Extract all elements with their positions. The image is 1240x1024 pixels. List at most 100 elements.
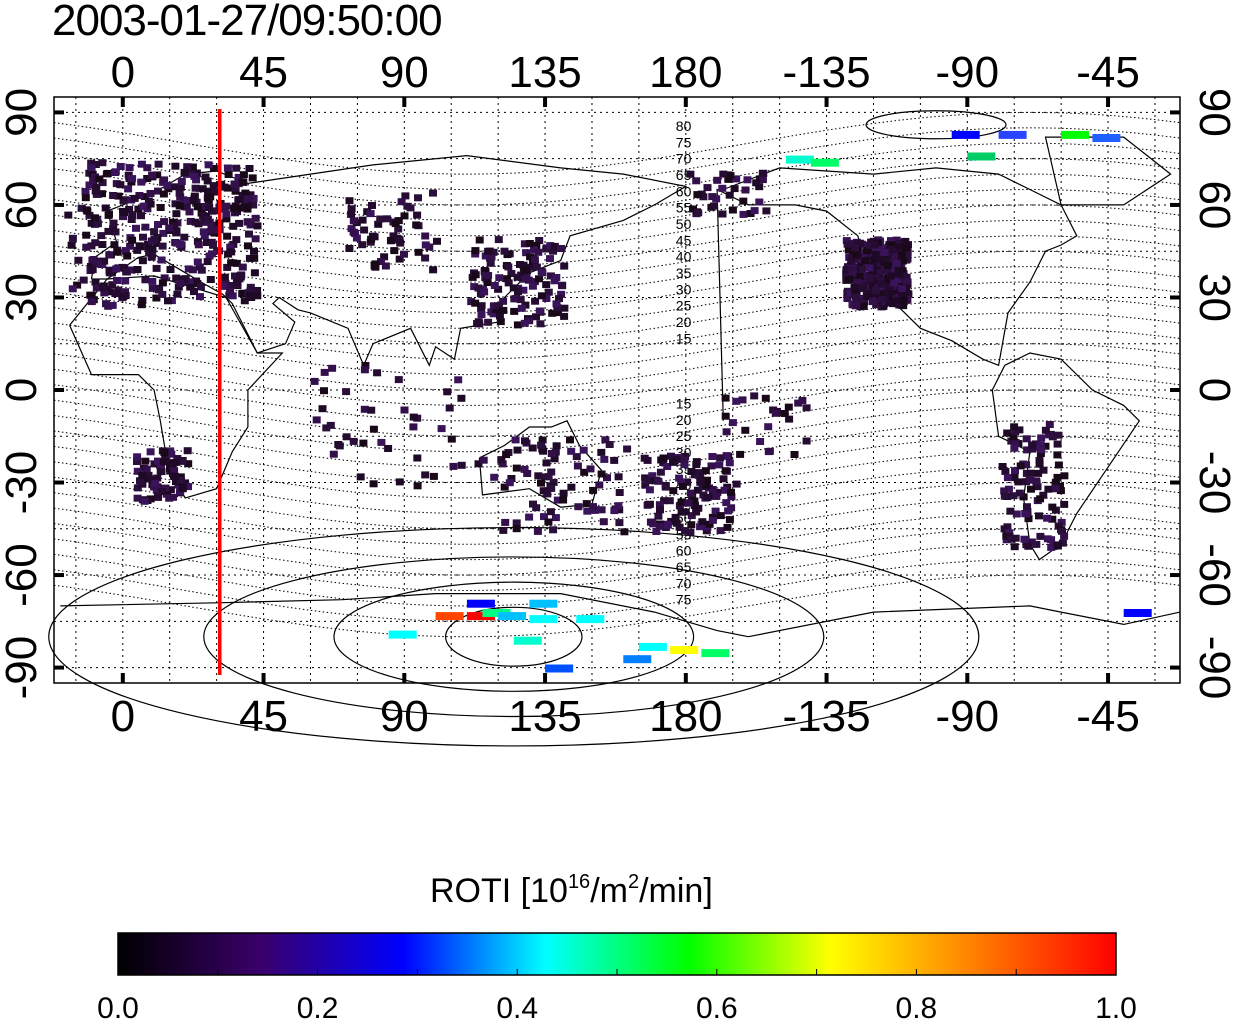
roti-cell [500, 247, 509, 255]
roti-cell [614, 502, 623, 510]
roti-cell [111, 290, 120, 298]
roti-cell [383, 215, 391, 223]
roti-cell [902, 277, 911, 285]
contour-label: 35 [676, 265, 692, 281]
contour-label: 15 [676, 396, 692, 412]
roti-cell [147, 253, 156, 261]
roti-cell [677, 508, 686, 516]
timestamp-title: 2003-01-27/09:50:00 [52, 0, 443, 45]
roti-cell [868, 268, 877, 276]
roti-cell [68, 285, 77, 293]
roti-cell [600, 455, 609, 463]
roti-cell [231, 184, 240, 192]
roti-cell [1053, 541, 1062, 549]
roti-cell [173, 455, 182, 462]
roti-cell [495, 274, 504, 282]
roti-cell [169, 183, 178, 191]
roti-cell [844, 246, 853, 254]
roti-cell [732, 480, 741, 488]
lon-tick-label-top: -45 [1076, 48, 1140, 97]
roti-cell [127, 266, 136, 274]
roti-cell [190, 172, 199, 180]
roti-cell [1058, 527, 1066, 535]
roti-cell [1039, 491, 1048, 499]
roti-cell [154, 457, 162, 465]
roti-cell [495, 312, 504, 320]
roti-cell [546, 255, 554, 263]
roti-cell [114, 192, 123, 200]
colorbar-title-part: ROTI [10 [430, 872, 568, 910]
roti-cell [645, 486, 654, 494]
roti-cell [148, 171, 157, 179]
roti-cell [328, 364, 337, 372]
roti-cell [193, 258, 202, 266]
roti-cell [528, 282, 537, 290]
roti-cell [243, 205, 252, 213]
roti-cell [680, 461, 689, 469]
roti-cell [243, 201, 252, 209]
roti-cell [883, 299, 892, 307]
roti-cell [91, 161, 100, 168]
roti-cell [1027, 485, 1035, 493]
roti-cell [880, 249, 889, 256]
roti-cell [227, 282, 236, 289]
roti-cell [851, 288, 860, 296]
roti-cell [376, 215, 385, 223]
lat-tick-label-right: 60 [1190, 180, 1239, 229]
lon-tick-label-top: -135 [783, 48, 871, 97]
roti-cell [183, 447, 192, 455]
roti-cell [1033, 483, 1042, 491]
roti-cell [842, 266, 851, 274]
roti-cell [872, 245, 881, 253]
roti-cell [395, 255, 404, 263]
roti-cell [246, 292, 254, 300]
roti-cell [552, 274, 561, 281]
roti-cell [877, 244, 886, 252]
roti-cell [553, 304, 562, 312]
roti-cell [175, 240, 184, 248]
roti-cell [148, 284, 157, 292]
roti-cell [64, 211, 73, 219]
roti-cell [719, 475, 728, 483]
roti-cell [878, 296, 887, 304]
roti-cell [160, 449, 169, 457]
roti-cell [164, 297, 172, 305]
roti-cell [694, 209, 703, 217]
roti-cell [614, 473, 623, 481]
roti-cell [725, 191, 734, 199]
roti-cell [597, 506, 606, 514]
roti-cell [198, 185, 207, 193]
roti-cell [238, 263, 247, 271]
roti-cell [1015, 489, 1024, 497]
roti-cell [137, 178, 146, 186]
roti-cell [85, 181, 94, 189]
roti-cell [802, 437, 811, 445]
roti-cell [143, 175, 152, 182]
roti-cell [140, 193, 149, 201]
roti-cell [897, 285, 906, 293]
roti-cell [221, 282, 230, 290]
roti-cell [250, 247, 258, 255]
roti-cell [150, 235, 159, 243]
roti-cell [739, 210, 748, 218]
roti-cell [137, 160, 146, 168]
roti-cell [190, 288, 198, 296]
roti-cell [727, 488, 735, 496]
roti-cell [421, 471, 430, 479]
roti-cell [503, 275, 512, 283]
roti-cell [895, 243, 904, 250]
axis-ticks: 0 0 45 45 90 90 135 135 180 180 -135 -135 -90 -90 -45 -… [0, 48, 1239, 741]
roti-cell [146, 448, 155, 456]
coastline [60, 593, 1181, 638]
roti-cell [687, 468, 696, 475]
roti-cell [861, 257, 870, 265]
roti-cell [687, 512, 696, 520]
roti-cell [230, 204, 239, 212]
roti-cell [67, 241, 76, 249]
roti-cell [130, 194, 139, 202]
roti-cell [98, 159, 107, 167]
roti-cell [320, 387, 328, 395]
roti-cell [713, 488, 722, 496]
roti-cell [1010, 474, 1019, 481]
roti-cell [849, 274, 858, 282]
